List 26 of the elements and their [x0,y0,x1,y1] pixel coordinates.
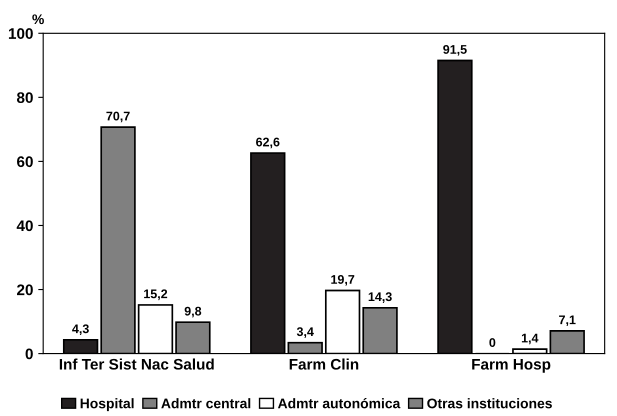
data-label: 91,5 [443,45,467,56]
y-tick-label: 40 [16,220,33,232]
data-label: 19,7 [331,275,354,286]
data-label: 4,3 [72,324,89,335]
legend-label: Otras instituciones [427,398,552,408]
y-tick-label: 20 [17,284,33,296]
data-label: 70,7 [106,112,130,122]
x-tick-label: Farm Clin [290,358,358,370]
x-tick-label: Inf Ter Sist Nac Salud [60,358,214,370]
data-label: 9,8 [184,306,202,318]
data-label: 14,3 [368,292,392,303]
data-label: 7,1 [559,315,576,326]
legend-label: Hospital [80,398,134,412]
data-label: 62,6 [256,138,280,148]
data-label: 15,2 [144,289,168,300]
data-label: 3,4 [296,327,314,338]
y-tick-label: 100 [8,28,33,39]
data-label: 0 [489,338,496,347]
data-label: 1,4 [522,334,538,344]
y-tick-label: 80 [16,92,33,104]
y-axis-title: % [32,14,44,24]
y-tick-label: 60 [17,156,33,168]
legend-label: Admtr autonómica [278,398,400,408]
y-tick-label: 0 [26,348,33,360]
x-tick-label: Farm Hosp [472,359,550,373]
legend-label: Admtr central [161,398,250,408]
